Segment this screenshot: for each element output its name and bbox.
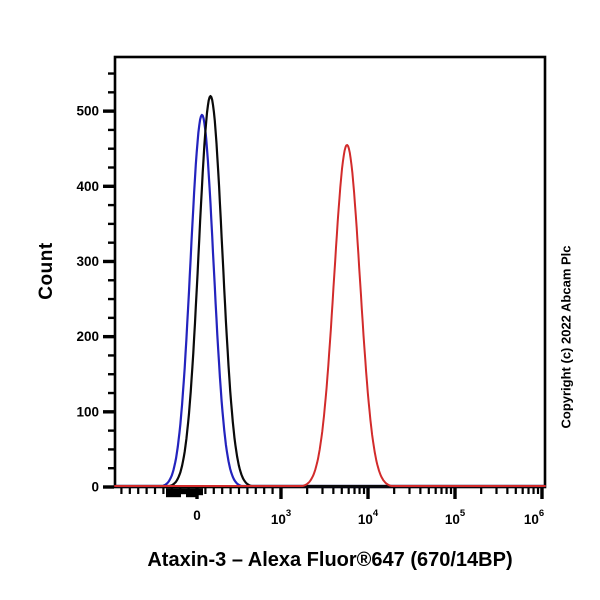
x-tick-label: 104: [358, 508, 379, 527]
y-tick-label: 500: [76, 104, 99, 119]
y-tick-label: 300: [76, 254, 99, 269]
red-histogram-curve: [114, 144, 546, 487]
blue-histogram-curve: [113, 113, 547, 488]
copyright-notice: Copyright (c) 2022 Abcam Plc: [558, 245, 574, 429]
y-axis-label: Count: [36, 242, 57, 300]
x-tick-label: 103: [271, 508, 291, 527]
dense-tick-cluster: [165, 488, 182, 498]
x-tick-label: 106: [524, 508, 544, 527]
dense-tick-cluster: [196, 488, 204, 496]
x-axis-title: Ataxin-3 – Alexa Fluor®647 (670/14BP): [147, 549, 513, 571]
y-tick-label: 200: [76, 329, 99, 344]
dense-tick-cluster: [185, 488, 197, 498]
y-tick-label: 400: [76, 179, 99, 194]
y-tick-label: 100: [76, 404, 99, 419]
axis-ticks: [103, 72, 544, 499]
tick-labels: 0 100 200 300 400 500 0 103 104 105 106: [76, 104, 544, 527]
x-tick-label: 0: [193, 508, 201, 523]
y-tick-label: 0: [91, 480, 99, 495]
x-tick-label: 105: [445, 508, 466, 527]
dense-tick-cluster: [181, 488, 186, 495]
